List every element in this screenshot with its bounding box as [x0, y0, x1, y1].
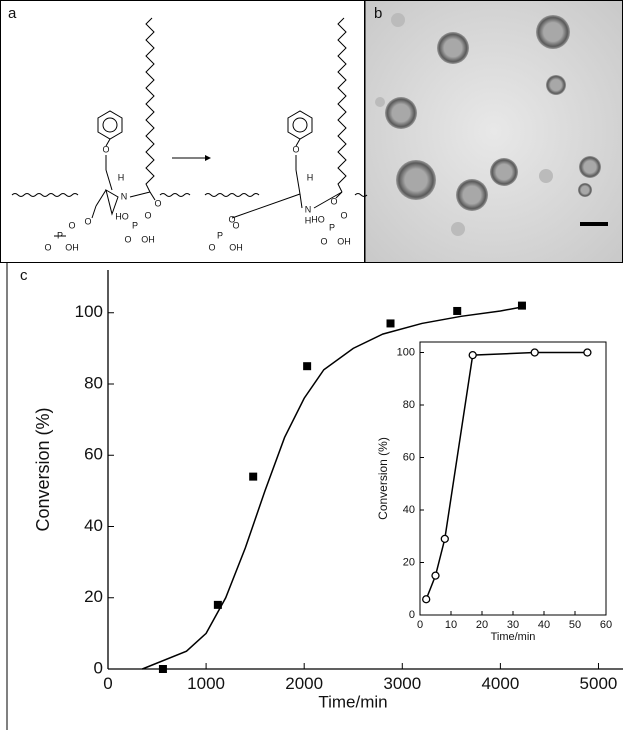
data-point — [422, 595, 431, 604]
x-tick-label: 0 — [417, 619, 423, 631]
panel-b-frame — [364, 0, 623, 263]
y-tick-label: 40 — [403, 504, 415, 516]
membrane — [11, 193, 368, 197]
atom-label: P — [329, 222, 335, 232]
atom-label: O — [340, 210, 347, 220]
panel-label: a — [8, 5, 17, 22]
atom-label: O — [154, 198, 161, 208]
fit-curve — [142, 306, 521, 670]
y-tick-label: 20 — [403, 556, 415, 568]
x-axis-label: Time/min — [318, 692, 387, 711]
y-axis-label: Conversion (%) — [33, 407, 53, 531]
x-tick-label: 30 — [507, 619, 519, 631]
data-point — [453, 306, 462, 315]
inset-frame — [419, 341, 607, 616]
y-tick-label: 20 — [84, 587, 103, 606]
atom-label: OH — [337, 236, 351, 246]
x-tick-label: 0 — [103, 674, 112, 693]
data-point — [303, 362, 312, 371]
atom-label: O — [124, 234, 131, 244]
data-point — [440, 534, 449, 544]
data-point — [583, 348, 592, 357]
y-tick-label: 100 — [75, 302, 103, 321]
atom-label: P — [57, 230, 63, 240]
atom-label: O — [320, 236, 327, 246]
y-tick-label: 80 — [84, 373, 103, 392]
x-tick-label: 60 — [600, 619, 612, 631]
atom-label: OH — [229, 242, 243, 252]
atom-label: P — [132, 220, 138, 230]
atom-label: O — [44, 242, 51, 252]
atom-label: H — [118, 172, 125, 182]
x-tick-label: 5000 — [580, 674, 618, 693]
data-point — [158, 665, 167, 673]
atom-label: N — [121, 191, 128, 201]
atom-label: O — [144, 210, 151, 220]
atom-label: HO — [115, 211, 129, 221]
x-tick-label: 40 — [538, 619, 550, 631]
atom-label: HO — [311, 214, 325, 224]
x-tick-label: 50 — [569, 619, 581, 631]
atom-label: O — [68, 220, 75, 230]
micrograph — [375, 13, 608, 236]
x-tick-label: 20 — [476, 619, 488, 631]
y-tick-label: 60 — [84, 445, 103, 464]
y-tick-label: 40 — [84, 516, 103, 535]
atom-label: O — [232, 220, 239, 230]
x-tick-label: 4000 — [481, 674, 519, 693]
data-point — [386, 319, 395, 328]
x-axis-label: Time/min — [491, 631, 536, 643]
panel-label: c — [20, 267, 28, 284]
atom-label: OH — [141, 234, 155, 244]
x-tick-label: 10 — [445, 619, 457, 631]
y-tick-label: 60 — [403, 451, 415, 463]
molecule-left — [54, 17, 156, 237]
data-point — [431, 571, 440, 580]
atom-label: O — [208, 242, 215, 252]
y-tick-label: 0 — [409, 609, 415, 621]
panel-label: b — [374, 5, 382, 22]
atom-label: O — [84, 216, 91, 226]
atom-label: OH — [65, 242, 79, 252]
data-point — [517, 301, 526, 310]
y-tick-label: 0 — [94, 658, 103, 677]
data-point — [249, 472, 258, 481]
y-tick-label: 80 — [403, 399, 415, 411]
reaction-arrowhead — [205, 155, 211, 161]
x-tick-label: 2000 — [285, 674, 323, 693]
data-point — [468, 350, 477, 360]
y-tick-label: 100 — [397, 346, 415, 358]
atom-label: H — [305, 215, 312, 225]
atom-label: O — [102, 144, 109, 154]
atom-label: P — [217, 230, 223, 240]
atom-label: H — [307, 172, 314, 182]
data-point — [530, 348, 539, 357]
atom-label: O — [330, 196, 337, 206]
atom-label: O — [292, 144, 299, 154]
x-tick-label: 1000 — [187, 674, 225, 693]
y-axis-label: Conversion (%) — [376, 437, 390, 520]
x-tick-label: 3000 — [383, 674, 421, 693]
molecule-right — [231, 17, 347, 219]
data-line — [425, 351, 588, 600]
atom-label: O — [228, 214, 235, 224]
atom-label: N — [305, 204, 312, 214]
data-point — [213, 600, 222, 609]
